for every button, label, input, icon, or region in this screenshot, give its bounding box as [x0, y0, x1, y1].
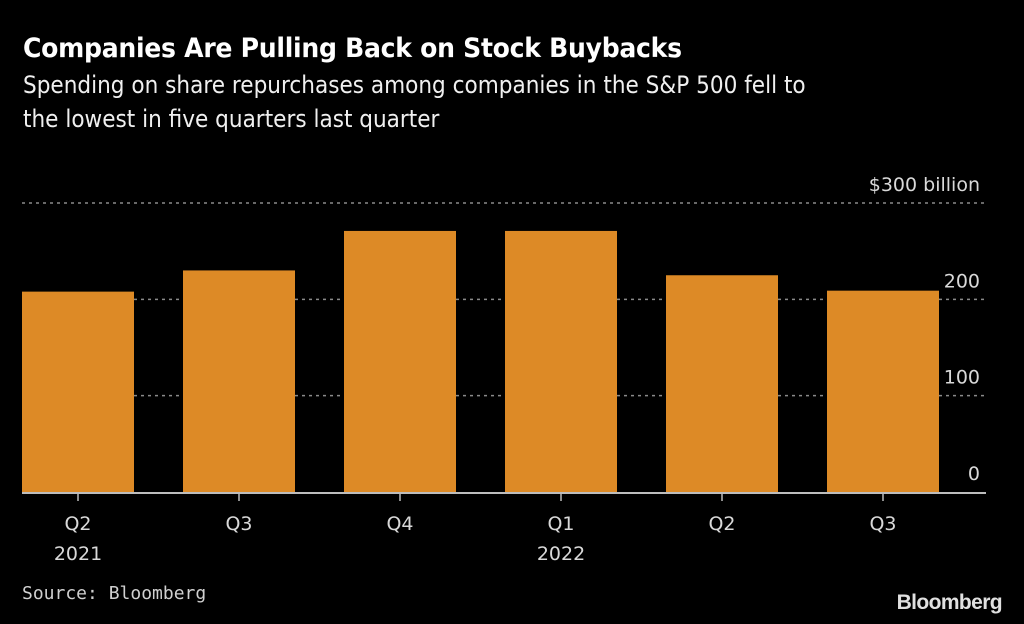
source-note: Source: Bloomberg	[22, 583, 207, 604]
bar	[344, 230, 456, 493]
bar	[183, 270, 295, 492]
x-axis-labels: Q2 2021 Q3 Q4 Q1 2022 Q2 Q3	[54, 513, 897, 565]
bar	[827, 290, 939, 492]
y-tick-label: 200	[944, 270, 980, 292]
y-tick-label: $300 billion	[869, 174, 980, 196]
bars	[22, 230, 939, 493]
x-tick-label: Q4	[386, 513, 413, 535]
x-tick-label: Q2	[64, 513, 91, 535]
x-tick-sublabel: 2022	[537, 543, 585, 565]
bar	[505, 230, 617, 493]
bar	[666, 275, 778, 492]
x-tick-label: Q1	[547, 513, 574, 535]
x-tick-label: Q3	[869, 513, 896, 535]
subtitle-line: the lowest in five quarters last quarter	[23, 105, 440, 133]
x-tick-label: Q2	[708, 513, 735, 535]
subtitle-line: Spending on share repurchases among comp…	[23, 71, 806, 99]
chart-subtitle: Spending on share repurchases among comp…	[23, 68, 923, 136]
x-tick-sublabel: 2021	[54, 543, 102, 565]
y-tick-label: 100	[944, 367, 980, 389]
chart-title: Companies Are Pulling Back on Stock Buyb…	[23, 33, 682, 64]
y-axis-labels: 0 100 200 $300 billion	[869, 174, 980, 485]
bloomberg-logo: Bloomberg	[896, 591, 1003, 614]
x-axis	[22, 492, 986, 501]
y-tick-label: 0	[968, 463, 980, 485]
bar	[22, 291, 134, 492]
x-tick-label: Q3	[225, 513, 252, 535]
